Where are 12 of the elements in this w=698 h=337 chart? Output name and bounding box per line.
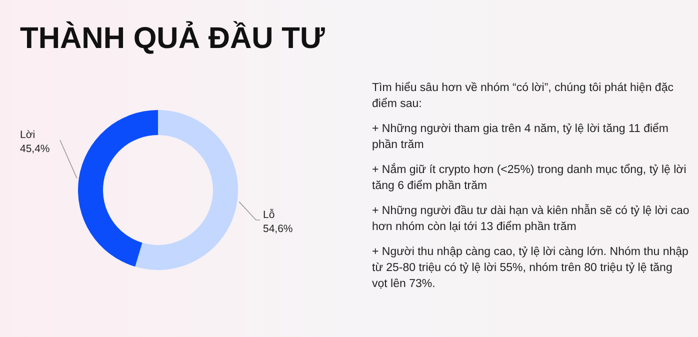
slice-label: Lỗ <box>263 208 275 221</box>
text: + Nắm giữ ít crypto hơn (<25%) trong danh mục tổng, tỷ lệ lời tăng 6 điểm phần trăm <box>372 162 688 194</box>
chart-title: THÀNH QUẢ ĐẦU TƯ <box>20 21 325 55</box>
donut-slice <box>135 110 238 270</box>
data-label: 45,4% <box>20 143 50 155</box>
text: Tìm hiểu sâu hơn về nhóm “có lời”, chúng tôi phát hiện đặc điểm sau: <box>372 80 674 112</box>
text: + Những người đầu tư dài hạn và kiên nhẫn sẽ có tỷ lệ lời cao hơn nhóm còn lại tới 13 điểm phần trăm <box>372 203 690 235</box>
data-label: 54,6% <box>263 223 293 235</box>
donut-slice <box>78 110 158 267</box>
slice-label: Lời <box>20 129 36 141</box>
text: + Những người tham gia trên 4 năm, tỷ lệ lời tăng 11 điểm phần trăm <box>372 122 670 153</box>
text: + Người thu nhập càng cao, tỷ lệ lời càng lớn. Nhóm thu nhập từ 25-80 triệu có tỷ lệ lời 55%, nhóm trên 80 triệu tỷ lệ tăng vọt lên 73%. <box>372 245 690 292</box>
